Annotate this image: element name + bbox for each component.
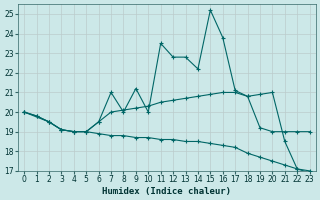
X-axis label: Humidex (Indice chaleur): Humidex (Indice chaleur) <box>102 187 231 196</box>
